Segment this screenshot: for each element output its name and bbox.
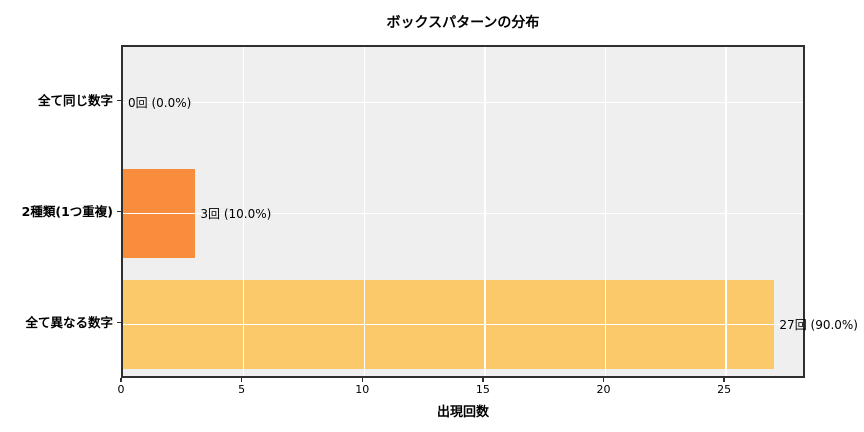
y-tick-label: 全て同じ数字 — [37, 92, 113, 108]
x-tick-mark — [240, 378, 243, 382]
x-tick-label: 25 — [717, 383, 732, 396]
x-tick-label: 5 — [238, 383, 246, 396]
plot-area: 0回 (0.0%) 3回 (10.0%) 27回 (90.0%) — [121, 45, 858, 378]
bar-value-label: 0回 (0.0%) — [128, 95, 192, 110]
gridline-vertical — [604, 47, 607, 376]
y-tick-mark — [117, 321, 121, 324]
gridline-vertical — [363, 47, 366, 376]
x-axis-label: 出現回数 — [436, 405, 489, 420]
gridline-horizontal — [123, 323, 803, 326]
y-tick-label: 2種類(1つ重複) — [21, 203, 113, 219]
gridline-horizontal — [123, 101, 803, 104]
chart-title: ボックスパターンの分布 — [386, 15, 540, 31]
gridline-vertical — [725, 47, 727, 376]
gridline-horizontal — [123, 212, 803, 215]
bar-value-label: 27回 (90.0%) — [779, 317, 858, 332]
gridline-vertical — [242, 47, 245, 376]
x-tick-label: 15 — [475, 383, 490, 396]
x-tick-mark — [723, 378, 725, 382]
bar-value-label: 3回 (10.0%) — [200, 206, 272, 221]
x-tick-mark — [361, 378, 364, 382]
y-tick-label: 全て異なる数字 — [25, 314, 113, 330]
x-tick-mark — [120, 378, 122, 382]
x-tick-label: 0 — [117, 383, 125, 396]
x-tick-mark — [482, 378, 484, 382]
y-tick-mark — [117, 210, 121, 213]
x-tick-label: 20 — [596, 383, 611, 396]
x-tick-mark — [602, 378, 605, 382]
gridline-vertical — [484, 47, 486, 376]
y-tick-mark — [117, 99, 121, 102]
x-tick-label: 10 — [355, 383, 370, 396]
